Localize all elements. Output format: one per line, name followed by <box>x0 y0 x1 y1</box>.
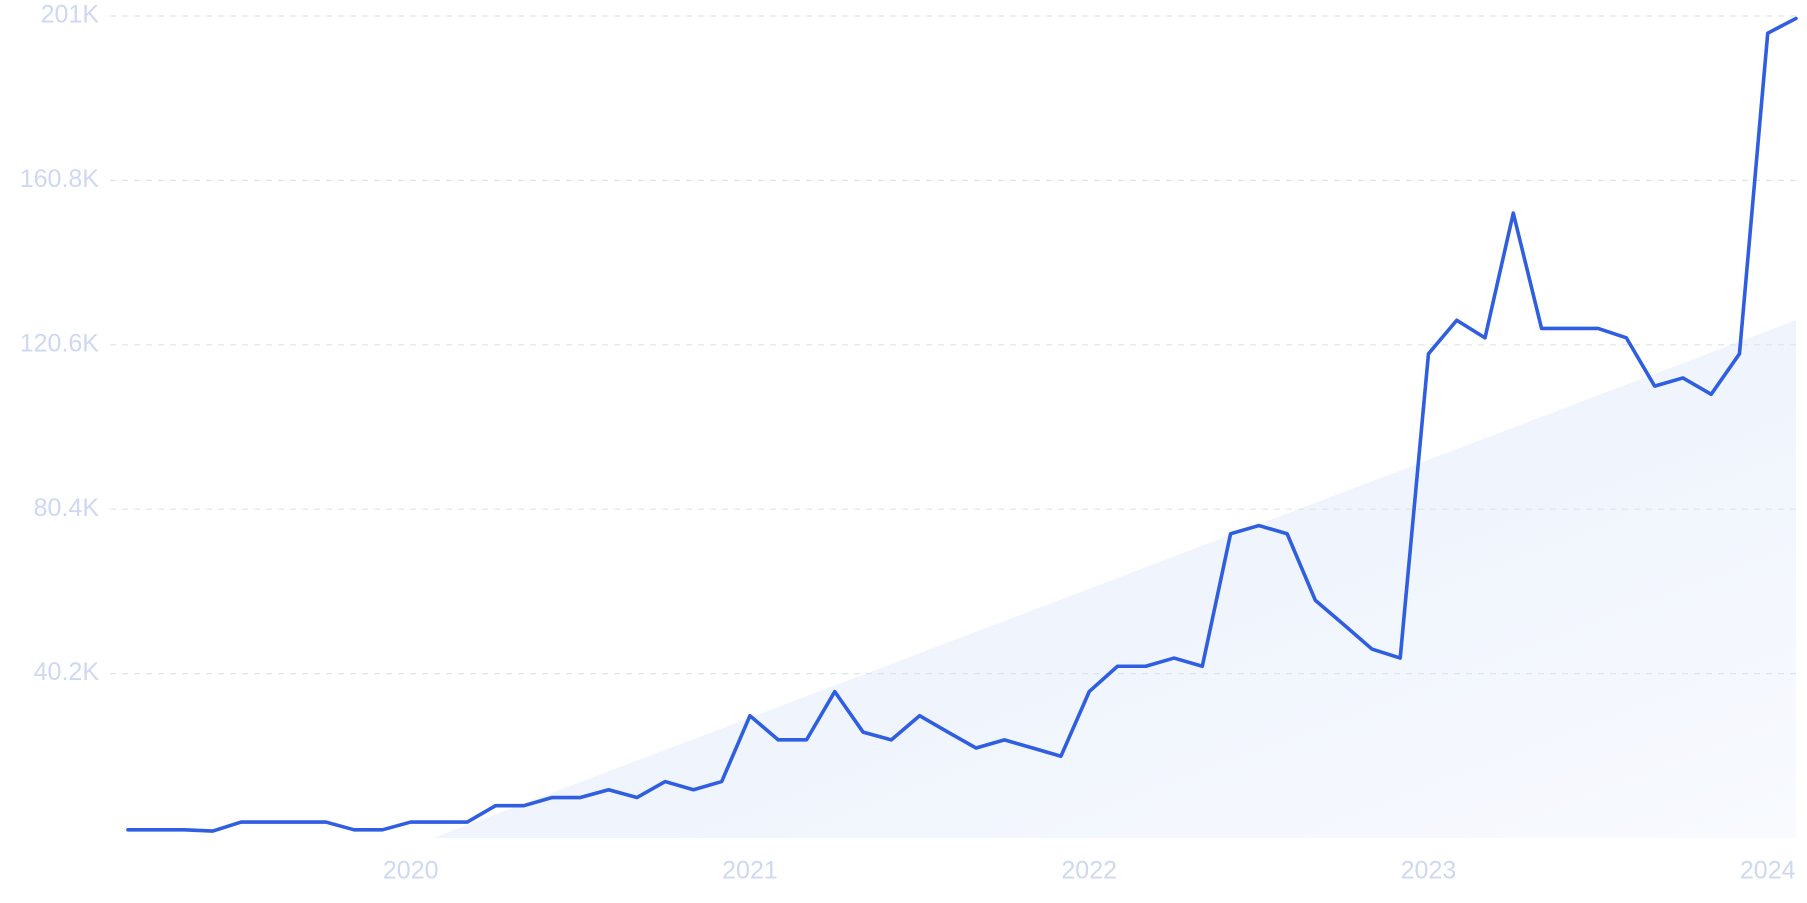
y-tick-label: 120.6K <box>20 329 100 357</box>
y-tick-label: 40.2K <box>34 658 100 686</box>
x-tick-label: 2021 <box>722 857 778 885</box>
y-tick-label: 80.4K <box>34 494 100 522</box>
x-tick-label: 2020 <box>383 857 439 885</box>
trend-area <box>433 320 1796 838</box>
x-tick-label: 2024 <box>1740 857 1796 885</box>
data-line <box>126 16 1798 833</box>
x-tick-label: 2023 <box>1401 857 1457 885</box>
y-tick-label: 201K <box>41 1 100 29</box>
y-tick-label: 160.8K <box>20 165 100 193</box>
x-tick-label: 2022 <box>1061 857 1117 885</box>
